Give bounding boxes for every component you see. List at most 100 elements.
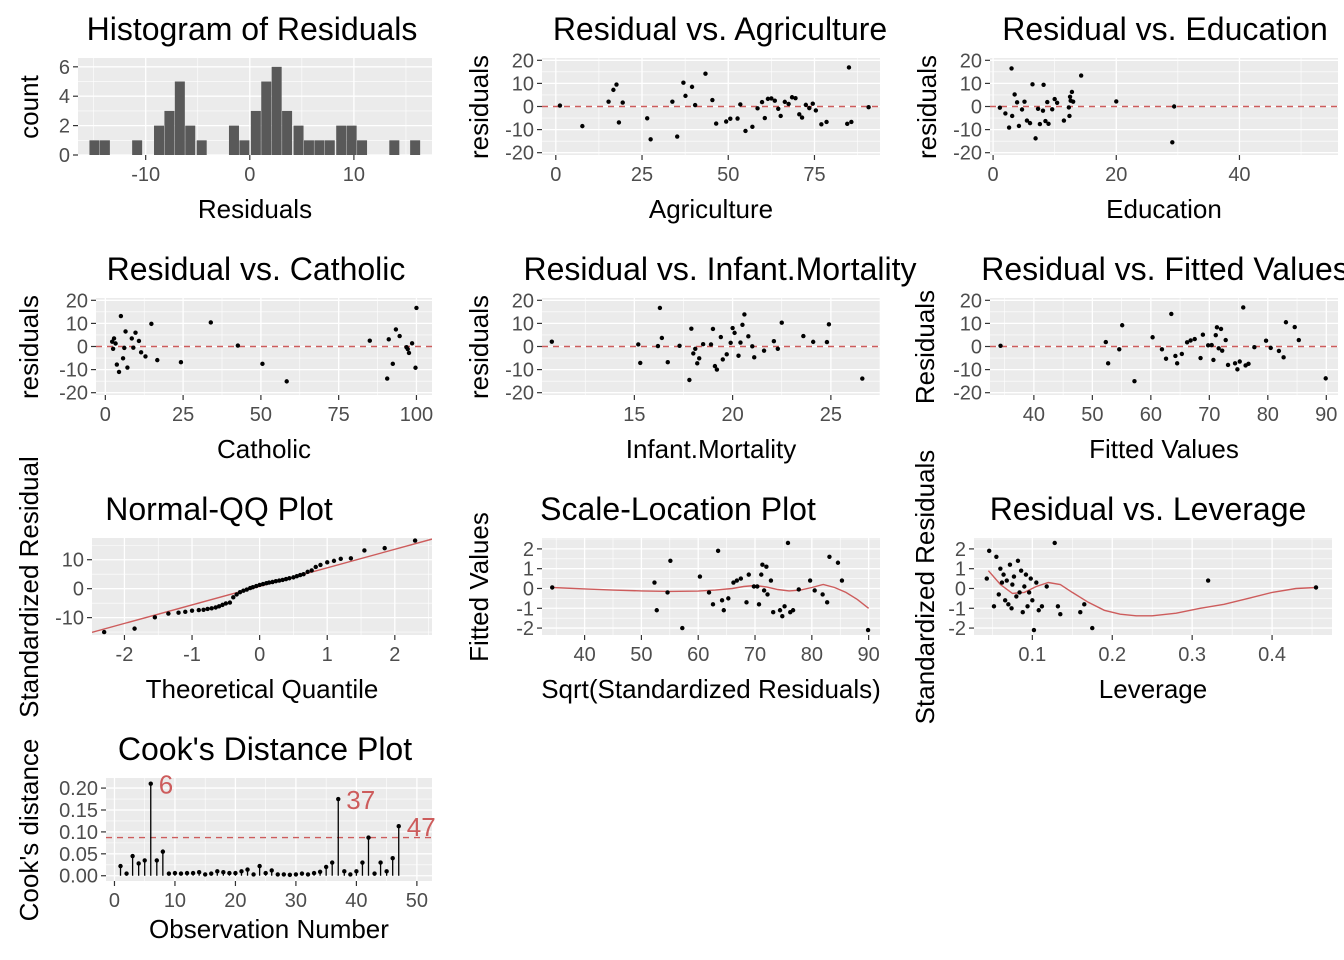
y-tick-label: 6 bbox=[59, 57, 70, 79]
data-point bbox=[1237, 359, 1242, 364]
x-axis-title: Residuals bbox=[198, 194, 312, 224]
data-point bbox=[231, 595, 236, 600]
y-tick-label: 0 bbox=[955, 578, 966, 600]
data-point bbox=[689, 326, 694, 331]
data-point bbox=[1046, 121, 1051, 127]
plot-area bbox=[542, 65, 880, 142]
data-point bbox=[189, 608, 195, 613]
data-point bbox=[807, 578, 813, 583]
x-tick-label: 50 bbox=[1081, 404, 1103, 426]
data-point bbox=[1040, 108, 1046, 113]
y-tick-label: -2 bbox=[948, 618, 966, 640]
x-tick-label: 20 bbox=[1105, 164, 1127, 186]
data-point bbox=[297, 572, 303, 578]
data-point bbox=[715, 548, 721, 554]
data-point bbox=[1027, 120, 1033, 126]
y-axis-title: residuals bbox=[464, 55, 494, 159]
data-point bbox=[260, 361, 265, 367]
data-point bbox=[1045, 99, 1050, 105]
data-point bbox=[693, 346, 698, 352]
data-point bbox=[1052, 540, 1057, 546]
data-point bbox=[318, 562, 323, 568]
data-point bbox=[706, 590, 712, 595]
data-point bbox=[999, 580, 1005, 585]
x-tick-label: 70 bbox=[1198, 404, 1220, 426]
data-point bbox=[184, 870, 190, 876]
data-point bbox=[393, 327, 399, 332]
data-point bbox=[1007, 562, 1013, 567]
y-tick-label: 20 bbox=[512, 290, 534, 312]
data-point bbox=[348, 872, 353, 877]
data-point bbox=[835, 560, 841, 565]
data-point bbox=[301, 571, 306, 577]
y-tick-label: -20 bbox=[505, 143, 534, 165]
data-point bbox=[208, 320, 213, 325]
data-point bbox=[1246, 361, 1251, 367]
data-point bbox=[652, 580, 657, 585]
y-tick-label: -1 bbox=[516, 598, 534, 620]
data-point bbox=[1026, 590, 1032, 595]
y-tick-label: -20 bbox=[59, 383, 88, 405]
data-point bbox=[680, 625, 685, 631]
panel-background bbox=[542, 538, 880, 635]
data-point bbox=[700, 341, 706, 347]
x-tick-label: 40 bbox=[573, 644, 595, 666]
x-tick-label: 40 bbox=[345, 890, 367, 912]
data-point bbox=[136, 338, 142, 344]
data-point bbox=[124, 871, 129, 876]
x-tick-label: 30 bbox=[285, 890, 307, 912]
data-point bbox=[386, 337, 391, 342]
data-point bbox=[336, 796, 341, 802]
data-point bbox=[130, 853, 135, 859]
data-point bbox=[782, 604, 787, 609]
y-axis-title: Standardized Residuals bbox=[910, 450, 940, 725]
data-point bbox=[793, 95, 798, 101]
x-axis-title: Fitted Values bbox=[1089, 434, 1239, 464]
data-point bbox=[746, 572, 751, 577]
data-point bbox=[736, 353, 741, 358]
data-point bbox=[233, 870, 238, 876]
data-point bbox=[305, 569, 310, 575]
data-point bbox=[250, 585, 256, 590]
data-point bbox=[283, 576, 289, 582]
y-tick-label: 20 bbox=[960, 290, 982, 312]
data-point bbox=[803, 102, 809, 108]
plot-area bbox=[990, 66, 1338, 145]
data-point bbox=[644, 116, 650, 121]
x-tick-label: -1 bbox=[183, 644, 201, 666]
histogram-bar bbox=[271, 66, 282, 155]
data-point bbox=[1020, 610, 1025, 615]
data-point bbox=[254, 583, 259, 589]
data-point bbox=[1015, 558, 1021, 563]
x-tick-label: 0 bbox=[550, 164, 561, 186]
data-point bbox=[213, 605, 218, 610]
data-point bbox=[1211, 357, 1216, 363]
data-point bbox=[839, 578, 845, 583]
data-point bbox=[299, 871, 305, 876]
x-tick-label: 80 bbox=[801, 644, 823, 666]
y-tick-label: 0 bbox=[59, 145, 70, 167]
x-tick-label: 25 bbox=[820, 404, 842, 426]
x-tick-label: 50 bbox=[630, 644, 652, 666]
data-point bbox=[659, 335, 665, 341]
data-point bbox=[771, 338, 777, 344]
y-tick-label: 0.05 bbox=[59, 844, 98, 866]
data-point bbox=[1006, 125, 1012, 130]
data-point bbox=[338, 556, 343, 562]
data-point bbox=[677, 343, 682, 349]
data-point bbox=[776, 106, 781, 112]
data-point bbox=[824, 600, 830, 605]
data-point bbox=[382, 545, 387, 551]
histogram-bar bbox=[293, 125, 304, 155]
data-point bbox=[196, 870, 202, 875]
data-point bbox=[1214, 325, 1220, 330]
panel-title: Residual vs. Leverage bbox=[990, 491, 1307, 527]
data-point bbox=[367, 338, 372, 343]
x-tick-label: 20 bbox=[224, 890, 246, 912]
y-tick-label: -10 bbox=[953, 360, 982, 382]
histogram-bar bbox=[314, 140, 325, 155]
data-point bbox=[786, 101, 791, 107]
x-tick-label: 60 bbox=[1140, 404, 1162, 426]
